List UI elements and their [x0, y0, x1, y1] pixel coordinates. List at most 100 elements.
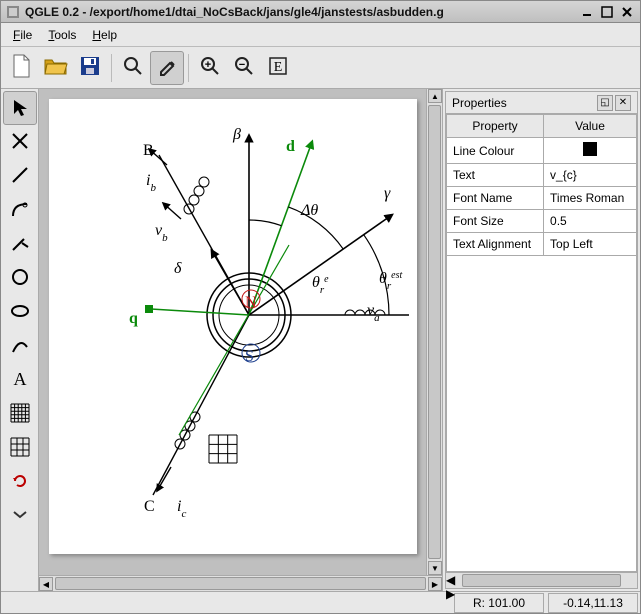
- rotate-tool[interactable]: [3, 465, 37, 499]
- pscroll-thumb[interactable]: [462, 574, 621, 587]
- grid-dense-icon: [10, 403, 30, 426]
- svg-text:θre: θre: [312, 274, 329, 297]
- more-chevron-tool[interactable]: [3, 499, 37, 533]
- perp-line-tool[interactable]: [3, 227, 37, 261]
- zoom-in-icon: +: [198, 54, 222, 81]
- zoom-fit-button[interactable]: [116, 51, 150, 85]
- property-row[interactable]: Line Colour: [447, 138, 637, 164]
- rotate-icon: [10, 471, 30, 494]
- window-title: QGLE 0.2 - /export/home1/dtai_NoCsBack/j…: [25, 5, 576, 19]
- svg-text:C: C: [144, 498, 155, 515]
- property-value[interactable]: [544, 138, 637, 164]
- property-value[interactable]: 0.5: [544, 210, 637, 233]
- toolbar-top: + −E: [1, 47, 640, 89]
- svg-text:q: q: [129, 310, 138, 327]
- pscroll-right-icon[interactable]: ▶: [446, 587, 637, 601]
- svg-text:γ: γ: [384, 185, 391, 202]
- app-window: QGLE 0.2 - /export/home1/dtai_NoCsBack/j…: [0, 0, 641, 614]
- zoom-fit-icon: [121, 54, 145, 81]
- scroll-right-icon[interactable]: ▶: [428, 577, 442, 591]
- svg-text:B: B: [143, 142, 154, 159]
- zoom-out-button[interactable]: −: [227, 51, 261, 85]
- vscroll-thumb[interactable]: [428, 105, 441, 559]
- property-value[interactable]: v_{c}: [544, 164, 637, 187]
- text-A-tool[interactable]: A: [3, 363, 37, 397]
- svg-text:vb: vb: [155, 222, 168, 244]
- svg-text:N: N: [245, 294, 257, 311]
- properties-close-button[interactable]: ✕: [615, 95, 631, 111]
- canvas-viewport[interactable]: βdBibvbγΔθδqθreθrestNSvaCic: [39, 89, 426, 575]
- minimize-button[interactable]: [578, 4, 596, 20]
- line-tool[interactable]: [3, 159, 37, 193]
- svg-text:A: A: [13, 369, 26, 389]
- app-icon: [5, 4, 21, 20]
- property-row[interactable]: Textv_{c}: [447, 164, 637, 187]
- motor-diagram: βdBibvbγΔθδqθreθrestNSvaCic: [49, 99, 417, 554]
- properties-detach-button[interactable]: ◱: [597, 95, 613, 111]
- ellipse-icon: [10, 301, 30, 324]
- svg-text:+: +: [205, 59, 211, 71]
- color-swatch[interactable]: [583, 142, 597, 156]
- scroll-left-icon[interactable]: ◀: [39, 577, 53, 591]
- property-row[interactable]: Text AlignmentTop Left: [447, 233, 637, 256]
- canvas-vscrollbar[interactable]: ▲ ▼: [426, 89, 442, 575]
- close-button[interactable]: [618, 4, 636, 20]
- property-name: Font Name: [447, 187, 544, 210]
- export-button[interactable]: E: [261, 51, 295, 85]
- arc-tangent-tool[interactable]: [3, 193, 37, 227]
- zoom-out-icon: −: [232, 54, 256, 81]
- grid-sparse-tool[interactable]: [3, 431, 37, 465]
- edit-mode-icon: [156, 55, 178, 80]
- scroll-up-icon[interactable]: ▲: [428, 89, 442, 103]
- svg-text:ic: ic: [177, 498, 186, 520]
- grid-dense-tool[interactable]: [3, 397, 37, 431]
- save-button[interactable]: [73, 51, 107, 85]
- property-name: Font Size: [447, 210, 544, 233]
- drawing-paper[interactable]: βdBibvbγΔθδqθreθrestNSvaCic: [49, 99, 417, 554]
- hscroll-thumb[interactable]: [55, 577, 426, 590]
- curve-tool[interactable]: [3, 329, 37, 363]
- open-folder-icon: [43, 55, 69, 80]
- svg-text:Δθ: Δθ: [300, 202, 318, 219]
- titlebar: QGLE 0.2 - /export/home1/dtai_NoCsBack/j…: [1, 1, 640, 23]
- delete-x-icon: [10, 131, 30, 154]
- properties-col-property[interactable]: Property: [447, 115, 544, 138]
- canvas-hscrollbar[interactable]: ◀ ▶: [39, 575, 442, 591]
- pointer-tool[interactable]: [3, 91, 37, 125]
- property-name: Text: [447, 164, 544, 187]
- property-value[interactable]: Times Roman: [544, 187, 637, 210]
- svg-text:β: β: [232, 126, 241, 143]
- toolbar-left: A: [1, 89, 39, 591]
- zoom-in-button[interactable]: +: [193, 51, 227, 85]
- property-value[interactable]: Top Left: [544, 233, 637, 256]
- properties-table: Property Value Line ColourTextv_{c}Font …: [446, 114, 637, 256]
- pointer-icon: [10, 97, 30, 120]
- curve-icon: [10, 335, 30, 358]
- menu-file[interactable]: File: [5, 26, 40, 44]
- new-document-button[interactable]: [5, 51, 39, 85]
- properties-col-value[interactable]: Value: [544, 115, 637, 138]
- maximize-button[interactable]: [598, 4, 616, 20]
- properties-blank: [446, 256, 637, 572]
- property-row[interactable]: Font NameTimes Roman: [447, 187, 637, 210]
- perp-line-icon: [10, 233, 30, 256]
- new-document-icon: [11, 53, 33, 82]
- property-row[interactable]: Font Size0.5: [447, 210, 637, 233]
- edit-mode-button[interactable]: [150, 51, 184, 85]
- delete-x-tool[interactable]: [3, 125, 37, 159]
- text-A-icon: A: [10, 369, 30, 392]
- open-folder-button[interactable]: [39, 51, 73, 85]
- menu-tools[interactable]: Tools: [40, 26, 84, 44]
- ellipse-tool[interactable]: [3, 295, 37, 329]
- scroll-down-icon[interactable]: ▼: [428, 561, 442, 575]
- property-name: Line Colour: [447, 138, 544, 164]
- menu-help[interactable]: Help: [84, 26, 125, 44]
- circle-tool[interactable]: [3, 261, 37, 295]
- properties-panel: Properties ◱ ✕ Property Value Line Colou…: [445, 91, 638, 589]
- svg-text:ib: ib: [146, 172, 156, 194]
- svg-text:d: d: [286, 138, 295, 155]
- arc-tangent-icon: [10, 199, 30, 222]
- menubar: FileToolsHelp: [1, 23, 640, 47]
- properties-hscrollbar[interactable]: ◀ ▶: [446, 572, 637, 588]
- properties-title: Properties: [452, 96, 595, 110]
